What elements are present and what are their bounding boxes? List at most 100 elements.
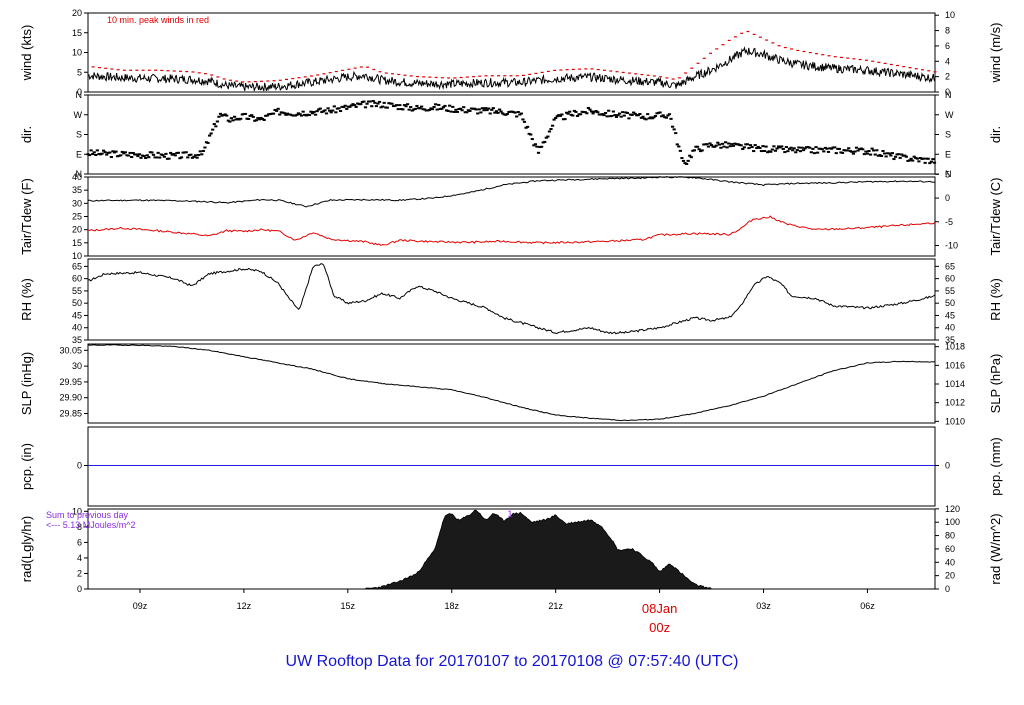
temp-left-axis-title: Tair/Tdew (F) — [19, 178, 34, 255]
temp-left-tick-label: 40 — [72, 172, 82, 182]
rad-area — [363, 509, 713, 590]
rh-left-tick-label: 50 — [72, 298, 82, 308]
rad-right-axis-title: rad (W/m^2) — [988, 513, 1003, 584]
rad-right-tick-label: 60 — [945, 544, 955, 554]
rad-right-tick-label: 100 — [945, 517, 960, 527]
rad-right-tick-label: 80 — [945, 531, 955, 541]
rh-right-tick-label: 45 — [945, 310, 955, 320]
pcp-left-axis-title: pcp. (in) — [19, 443, 34, 490]
rh-right-tick-label: 65 — [945, 261, 955, 271]
temp-left-tick-label: 30 — [72, 198, 82, 208]
slp-line — [87, 344, 936, 422]
x-tick-label: 03z — [756, 601, 771, 611]
pcp-right-axis-title: pcp. (mm) — [988, 437, 1003, 496]
temp-right-tick-label: -5 — [945, 217, 953, 227]
temp-left-tick-label: 35 — [72, 185, 82, 195]
wind-right-tick-label: 10 — [945, 10, 955, 20]
rh-right-tick-label: 40 — [945, 323, 955, 333]
slp-left-axis-title: SLP (inHg) — [19, 352, 34, 415]
slp-left-tick-label: 30 — [72, 361, 82, 371]
temp-right-tick-label: 0 — [945, 193, 950, 203]
date-marker-hour: 00z — [649, 620, 670, 635]
rh-left-tick-label: 40 — [72, 323, 82, 333]
slp-right-tick-label: 1010 — [945, 416, 965, 426]
rh-right-tick-label: 50 — [945, 298, 955, 308]
rad-right-tick-label: 0 — [945, 584, 950, 594]
rh-left-tick-label: 60 — [72, 274, 82, 284]
slp-left-tick-label: 29.85 — [59, 409, 82, 419]
slp-right-tick-label: 1018 — [945, 342, 965, 352]
wind-right-tick-label: 4 — [945, 56, 950, 66]
rh-right-tick-label: 55 — [945, 286, 955, 296]
dir-right-axis-title: dir. — [988, 126, 1003, 143]
wind-left-tick-label: 0 — [77, 87, 82, 97]
rh-right-tick-label: 60 — [945, 274, 955, 284]
dir-right-tick-label: N — [945, 90, 952, 100]
wind-series — [87, 30, 937, 92]
rh-left-axis-title: RH (%) — [19, 278, 34, 321]
temp-left-tick-label: 20 — [72, 225, 82, 235]
x-tick-label: 18z — [444, 601, 459, 611]
slp-right-axis-title: SLP (hPa) — [988, 354, 1003, 414]
x-tick-label: 12z — [237, 601, 252, 611]
tair-line — [87, 175, 936, 208]
wind-left-axis-title: wind (kts) — [19, 25, 34, 82]
rad-right-tick-label: 120 — [945, 504, 960, 514]
dir-panel-frame — [87, 94, 936, 175]
x-tick-label: 06z — [860, 601, 875, 611]
pcp-right-tick-label: 0 — [945, 461, 950, 471]
slp-left-tick-label: 30.05 — [59, 345, 82, 355]
rh-line — [87, 263, 935, 335]
slp-right-tick-label: 1014 — [945, 379, 965, 389]
dir-right-tick-label: W — [945, 110, 954, 120]
rad-left-tick-label: 6 — [77, 537, 82, 547]
dir-right-tick-label: E — [945, 149, 951, 159]
rh-right-tick-label: 35 — [945, 335, 955, 345]
dir-series — [86, 99, 937, 165]
chart-title: UW Rooftop Data for 20170107 to 20170108… — [286, 653, 739, 670]
wind-right-axis-title: wind (m/s) — [988, 23, 1003, 84]
wind-left-tick-label: 20 — [72, 8, 82, 18]
temp-left-tick-label: 10 — [72, 251, 82, 261]
rad-left-tick-label: 10 — [72, 506, 82, 516]
temp-right-axis-title: Tair/Tdew (C) — [988, 177, 1003, 255]
dir-left-tick-label: E — [76, 149, 82, 159]
dir-left-tick-label: N — [76, 169, 83, 179]
slp-left-tick-label: 29.95 — [59, 377, 82, 387]
rh-panel-frame — [87, 258, 936, 341]
wind-right-tick-label: 6 — [945, 41, 950, 51]
temp-left-tick-label: 25 — [72, 212, 82, 222]
dir-left-axis-title: dir. — [19, 126, 34, 143]
rh-right-axis-title: RH (%) — [988, 278, 1003, 321]
rad-left-tick-label: 4 — [77, 553, 82, 563]
x-tick-label: 15z — [341, 601, 356, 611]
wind-left-tick-label: 5 — [77, 67, 82, 77]
wind-left-tick-label: 10 — [72, 48, 82, 58]
wind-left-tick-label: 15 — [72, 28, 82, 38]
wind-right-tick-label: 2 — [945, 72, 950, 82]
wind-mean-line — [87, 46, 936, 92]
rh-left-tick-label: 55 — [72, 286, 82, 296]
rad-right-tick-label: 40 — [945, 557, 955, 567]
dir-right-tick-label: N — [945, 169, 952, 179]
dir-left-tick-label: N — [76, 90, 83, 100]
wind-right-tick-label: 0 — [945, 87, 950, 97]
dir-left-tick-label: W — [74, 110, 83, 120]
dir-left-tick-label: S — [76, 130, 82, 140]
temp-panel-frame — [87, 176, 936, 257]
temp-left-tick-label: 15 — [72, 238, 82, 248]
rad-left-tick-label: 8 — [77, 522, 82, 532]
rad-left-tick-label: 2 — [77, 568, 82, 578]
rad-left-axis-title: rad(Lgly/hr) — [19, 516, 34, 582]
temp-right-tick-label: -10 — [945, 240, 958, 250]
wind-right-tick-label: 8 — [945, 26, 950, 36]
slp-panel-frame — [87, 343, 936, 424]
slp-right-tick-label: 1016 — [945, 360, 965, 370]
rad-right-tick-label: 20 — [945, 571, 955, 581]
rh-left-tick-label: 35 — [72, 335, 82, 345]
rh-left-tick-label: 65 — [72, 261, 82, 271]
tdew-line — [87, 215, 936, 246]
x-tick-label: 09z — [133, 601, 148, 611]
